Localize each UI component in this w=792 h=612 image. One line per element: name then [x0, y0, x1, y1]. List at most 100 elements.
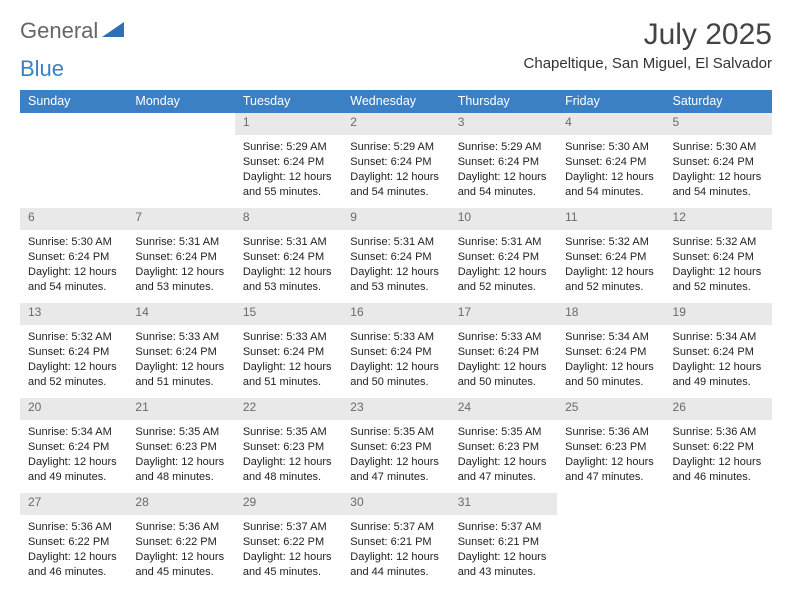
sunrise-line: Sunrise: 5:31 AM: [135, 235, 226, 250]
day-number-cell: 29: [235, 492, 342, 516]
daylight-line: Daylight: 12 hours and 51 minutes.: [243, 360, 334, 390]
daylight-line: Daylight: 12 hours and 50 minutes.: [458, 360, 549, 390]
sunrise-line: Sunrise: 5:29 AM: [243, 140, 334, 155]
location: Chapeltique, San Miguel, El Salvador: [524, 55, 772, 72]
sunrise-line: Sunrise: 5:36 AM: [28, 520, 119, 535]
weekday-header: Friday: [557, 90, 664, 113]
sunset-line: Sunset: 6:24 PM: [28, 440, 119, 455]
daylight-line: Daylight: 12 hours and 47 minutes.: [458, 455, 549, 485]
day-info: Sunrise: 5:36 AMSunset: 6:22 PMDaylight:…: [673, 425, 764, 484]
day-body-cell: Sunrise: 5:35 AMSunset: 6:23 PMDaylight:…: [235, 421, 342, 492]
title-block: July 2025 Chapeltique, San Miguel, El Sa…: [524, 18, 772, 72]
day-body-cell: Sunrise: 5:30 AMSunset: 6:24 PMDaylight:…: [665, 136, 772, 207]
day-info: Sunrise: 5:37 AMSunset: 6:22 PMDaylight:…: [243, 520, 334, 579]
daylight-line: Daylight: 12 hours and 43 minutes.: [458, 550, 549, 580]
sunset-line: Sunset: 6:23 PM: [243, 440, 334, 455]
sunset-line: Sunset: 6:21 PM: [350, 535, 441, 550]
day-info: Sunrise: 5:35 AMSunset: 6:23 PMDaylight:…: [350, 425, 441, 484]
calendar-body: 12345Sunrise: 5:29 AMSunset: 6:24 PMDayl…: [20, 113, 772, 588]
day-body-row: Sunrise: 5:36 AMSunset: 6:22 PMDaylight:…: [20, 516, 772, 587]
sunset-line: Sunset: 6:24 PM: [565, 155, 656, 170]
day-number-cell: 27: [20, 492, 127, 516]
day-number-cell: 30: [342, 492, 449, 516]
day-body-cell: Sunrise: 5:35 AMSunset: 6:23 PMDaylight:…: [127, 421, 234, 492]
daylight-line: Daylight: 12 hours and 50 minutes.: [565, 360, 656, 390]
sunset-line: Sunset: 6:24 PM: [458, 155, 549, 170]
day-info: Sunrise: 5:35 AMSunset: 6:23 PMDaylight:…: [458, 425, 549, 484]
day-body-cell: Sunrise: 5:31 AMSunset: 6:24 PMDaylight:…: [450, 231, 557, 302]
day-number-cell: 10: [450, 207, 557, 231]
daylight-line: Daylight: 12 hours and 48 minutes.: [135, 455, 226, 485]
daylight-line: Daylight: 12 hours and 55 minutes.: [243, 170, 334, 200]
day-number-cell: 19: [665, 302, 772, 326]
day-number-cell: 2: [342, 113, 449, 137]
day-body-cell: Sunrise: 5:37 AMSunset: 6:21 PMDaylight:…: [342, 516, 449, 587]
sunset-line: Sunset: 6:24 PM: [350, 345, 441, 360]
daylight-line: Daylight: 12 hours and 54 minutes.: [28, 265, 119, 295]
day-number-row: 13141516171819: [20, 302, 772, 326]
logo-word-1: General: [20, 18, 98, 44]
day-info: Sunrise: 5:36 AMSunset: 6:22 PMDaylight:…: [28, 520, 119, 579]
day-info: Sunrise: 5:29 AMSunset: 6:24 PMDaylight:…: [243, 140, 334, 199]
day-info: Sunrise: 5:33 AMSunset: 6:24 PMDaylight:…: [350, 330, 441, 389]
day-number-cell: 9: [342, 207, 449, 231]
day-number-cell: [127, 113, 234, 137]
day-body-cell: Sunrise: 5:33 AMSunset: 6:24 PMDaylight:…: [450, 326, 557, 397]
weekday-header: Tuesday: [235, 90, 342, 113]
day-number-cell: 1: [235, 113, 342, 137]
day-number-cell: 6: [20, 207, 127, 231]
sunrise-line: Sunrise: 5:37 AM: [243, 520, 334, 535]
day-number-cell: 11: [557, 207, 664, 231]
month-title: July 2025: [524, 18, 772, 51]
daylight-line: Daylight: 12 hours and 46 minutes.: [28, 550, 119, 580]
sunrise-line: Sunrise: 5:34 AM: [673, 330, 764, 345]
sunset-line: Sunset: 6:24 PM: [673, 155, 764, 170]
day-number-cell: 22: [235, 397, 342, 421]
day-info: Sunrise: 5:32 AMSunset: 6:24 PMDaylight:…: [565, 235, 656, 294]
day-body-cell: Sunrise: 5:36 AMSunset: 6:23 PMDaylight:…: [557, 421, 664, 492]
day-number-row: 12345: [20, 113, 772, 137]
day-number-cell: 14: [127, 302, 234, 326]
sunset-line: Sunset: 6:24 PM: [673, 250, 764, 265]
sunrise-line: Sunrise: 5:37 AM: [458, 520, 549, 535]
day-number-cell: 3: [450, 113, 557, 137]
logo: General: [20, 18, 126, 44]
sunrise-line: Sunrise: 5:30 AM: [28, 235, 119, 250]
day-body-cell: Sunrise: 5:31 AMSunset: 6:24 PMDaylight:…: [127, 231, 234, 302]
daylight-line: Daylight: 12 hours and 46 minutes.: [673, 455, 764, 485]
day-body-cell: Sunrise: 5:34 AMSunset: 6:24 PMDaylight:…: [20, 421, 127, 492]
day-number-cell: 21: [127, 397, 234, 421]
daylight-line: Daylight: 12 hours and 49 minutes.: [673, 360, 764, 390]
sunset-line: Sunset: 6:23 PM: [350, 440, 441, 455]
day-number-cell: 16: [342, 302, 449, 326]
sunset-line: Sunset: 6:22 PM: [28, 535, 119, 550]
day-body-cell: Sunrise: 5:35 AMSunset: 6:23 PMDaylight:…: [450, 421, 557, 492]
sunset-line: Sunset: 6:24 PM: [243, 345, 334, 360]
daylight-line: Daylight: 12 hours and 53 minutes.: [135, 265, 226, 295]
sunset-line: Sunset: 6:24 PM: [28, 345, 119, 360]
day-info: Sunrise: 5:30 AMSunset: 6:24 PMDaylight:…: [28, 235, 119, 294]
day-number-cell: 26: [665, 397, 772, 421]
sunset-line: Sunset: 6:24 PM: [350, 250, 441, 265]
sunset-line: Sunset: 6:22 PM: [673, 440, 764, 455]
sunset-line: Sunset: 6:22 PM: [135, 535, 226, 550]
sunset-line: Sunset: 6:21 PM: [458, 535, 549, 550]
day-number-cell: 24: [450, 397, 557, 421]
sunrise-line: Sunrise: 5:35 AM: [458, 425, 549, 440]
sunrise-line: Sunrise: 5:33 AM: [350, 330, 441, 345]
day-number-cell: 12: [665, 207, 772, 231]
day-info: Sunrise: 5:36 AMSunset: 6:23 PMDaylight:…: [565, 425, 656, 484]
sunrise-line: Sunrise: 5:32 AM: [28, 330, 119, 345]
daylight-line: Daylight: 12 hours and 44 minutes.: [350, 550, 441, 580]
sunset-line: Sunset: 6:24 PM: [673, 345, 764, 360]
daylight-line: Daylight: 12 hours and 53 minutes.: [350, 265, 441, 295]
day-body-cell: Sunrise: 5:29 AMSunset: 6:24 PMDaylight:…: [342, 136, 449, 207]
sunrise-line: Sunrise: 5:30 AM: [565, 140, 656, 155]
sunrise-line: Sunrise: 5:32 AM: [673, 235, 764, 250]
weekday-header: Thursday: [450, 90, 557, 113]
sunrise-line: Sunrise: 5:31 AM: [243, 235, 334, 250]
day-info: Sunrise: 5:37 AMSunset: 6:21 PMDaylight:…: [350, 520, 441, 579]
sunrise-line: Sunrise: 5:36 AM: [135, 520, 226, 535]
day-body-cell: [20, 136, 127, 207]
day-info: Sunrise: 5:31 AMSunset: 6:24 PMDaylight:…: [458, 235, 549, 294]
